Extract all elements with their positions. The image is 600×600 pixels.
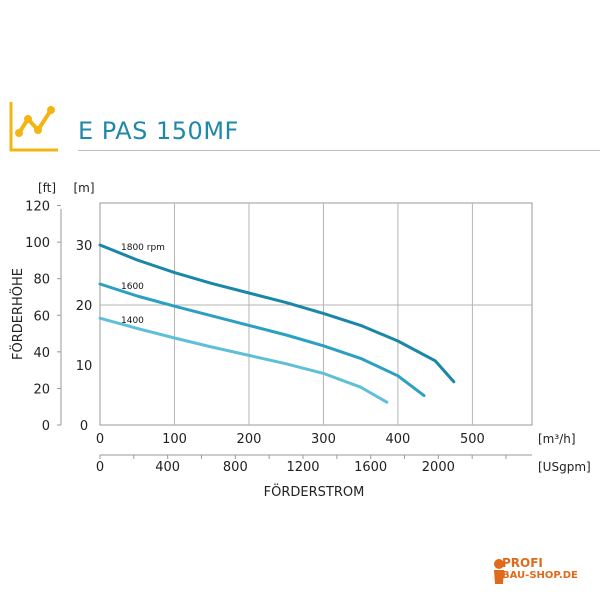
x-tick-label-m3h: 200	[237, 432, 262, 447]
x-tick-label-usgpm: 800	[223, 460, 248, 475]
y-tick-label-m: 20	[76, 299, 93, 314]
y-tick-label-ft: 40	[33, 346, 50, 361]
x-tick-label-m3h: 0	[96, 432, 104, 447]
watermark-line1: PROFI	[502, 556, 543, 570]
series-line-3	[98, 316, 389, 404]
x-axis-title: FÖRDERSTROM	[264, 483, 365, 500]
watermark-logo: PROFI BAU-SHOP.DE	[492, 556, 592, 594]
x-tick-label-usgpm: 1200	[286, 460, 319, 475]
line-chart-icon	[9, 102, 58, 152]
curves: 1800 rpm 1600 1400	[98, 243, 456, 404]
watermark-line2: BAU-SHOP.DE	[502, 570, 578, 581]
x-tick-label-usgpm: 400	[155, 460, 180, 475]
series-label-2: 1600	[121, 282, 144, 292]
series-label-1: 1800 rpm	[121, 243, 165, 253]
series-label-3: 1400	[121, 316, 144, 326]
grid	[99, 202, 533, 426]
header-divider	[78, 150, 600, 151]
person-icon	[494, 559, 504, 584]
x-unit-m3h: [m³/h]	[538, 432, 576, 446]
y-axis-title: FÖRDERHÖHE	[9, 268, 26, 360]
y-tick-label-ft: 0	[42, 419, 50, 434]
x-tick-label-m3h: 500	[460, 432, 485, 447]
chart-title: E PAS 150MF	[78, 117, 239, 145]
x-tick-label-m3h: 100	[162, 432, 187, 447]
x-tick-label-m3h: 400	[386, 432, 411, 447]
y-tick-label-m: 30	[76, 239, 93, 254]
plot-frame	[99, 202, 533, 426]
series-line-2	[98, 282, 426, 398]
y-tick-label-m: 10	[76, 359, 93, 374]
x-tick-label-usgpm: 1600	[354, 460, 387, 475]
y-tick-label-ft: 60	[33, 309, 50, 324]
y-unit-ft: [ft]	[38, 181, 56, 195]
y-tick-label-ft: 20	[33, 382, 50, 397]
y-tick-label-ft: 100	[25, 236, 50, 251]
y-tick-label-ft: 120	[25, 200, 50, 215]
x-tick-label-m3h: 300	[311, 432, 336, 447]
x-tick-label-usgpm: 0	[96, 460, 104, 475]
x-tick-label-usgpm: 2000	[422, 460, 455, 475]
y-unit-m: [m]	[73, 181, 94, 195]
series-line-1	[98, 243, 456, 384]
y-tick-label-m: 0	[80, 419, 88, 434]
y-tick-label-ft: 80	[33, 273, 50, 288]
x-unit-usgpm: [USgpm]	[538, 460, 591, 474]
